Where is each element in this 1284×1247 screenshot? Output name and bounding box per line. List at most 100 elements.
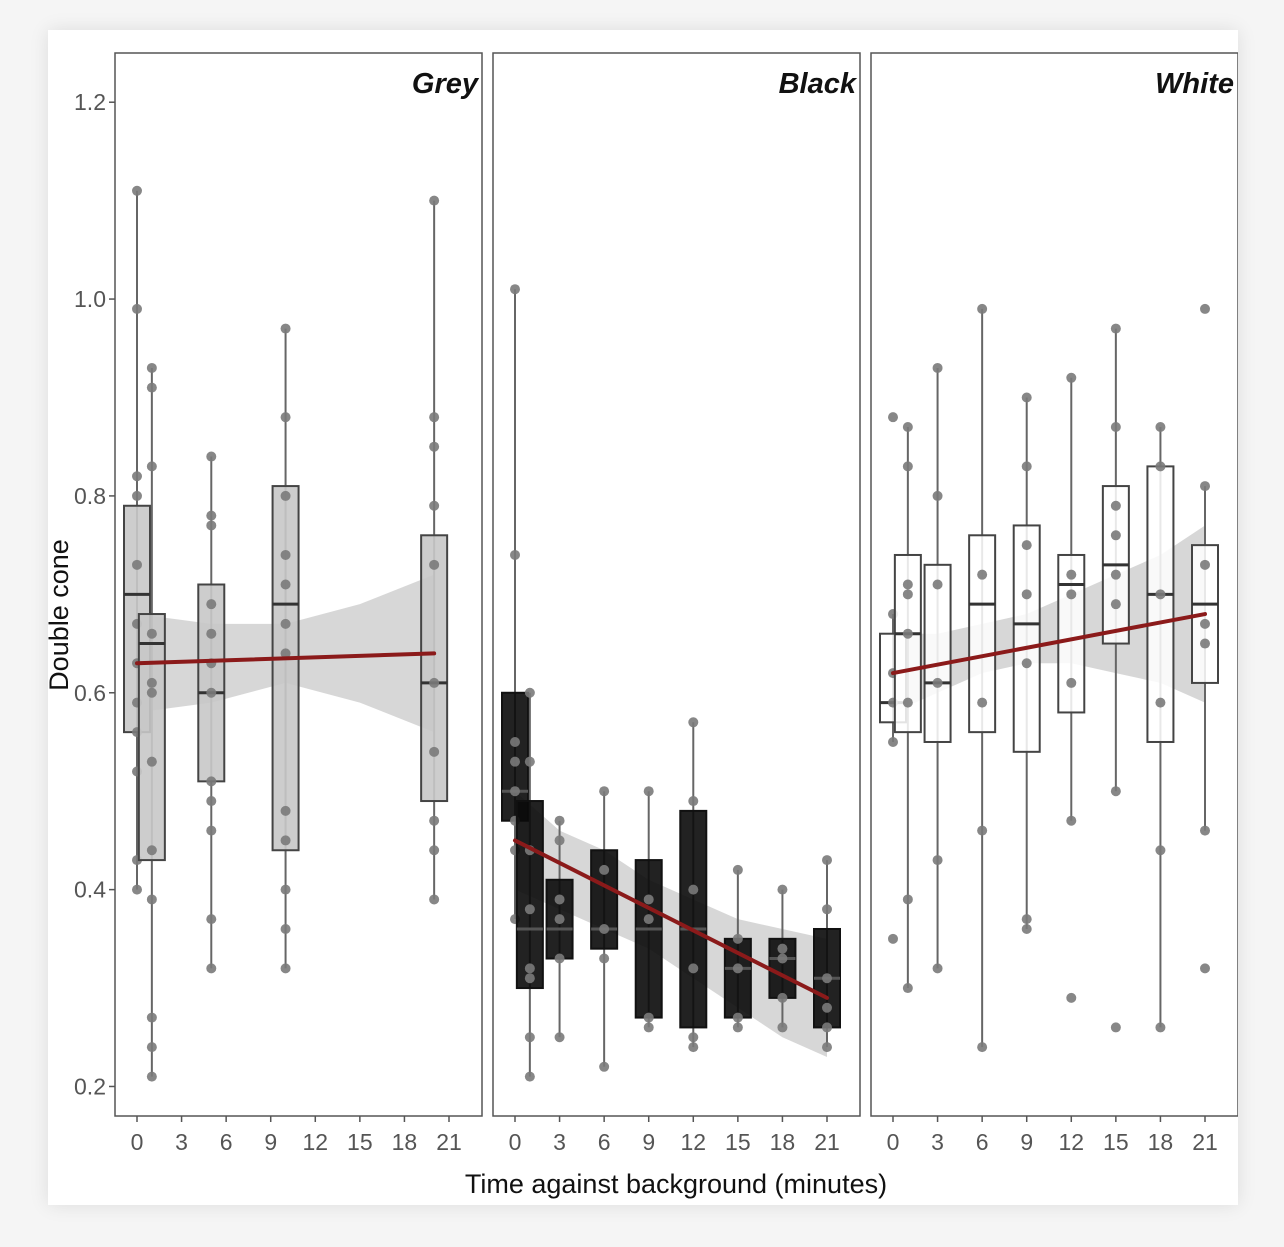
box-3 — [923, 362, 952, 974]
trend-line — [891, 612, 1207, 676]
data-point — [902, 589, 913, 600]
data-point — [732, 933, 743, 944]
x-axis-label: Time against background (minutes) — [465, 1169, 887, 1199]
data-point — [1110, 1022, 1121, 1033]
data-point — [932, 855, 943, 866]
data-point — [554, 914, 565, 925]
data-point — [280, 884, 291, 895]
data-point — [429, 500, 440, 511]
data-point — [932, 963, 943, 974]
data-point — [132, 471, 142, 482]
data-point — [280, 412, 291, 423]
panel-black: Black 0 3 6 9 12 15 18 21 — [492, 52, 861, 1155]
box-21 — [1191, 303, 1219, 974]
data-point — [280, 579, 291, 590]
data-point — [206, 825, 217, 836]
data-point — [1200, 618, 1210, 629]
data-point — [146, 461, 157, 472]
data-point — [643, 1012, 654, 1023]
data-point — [1110, 530, 1121, 541]
data-point — [1021, 923, 1032, 934]
data-point — [146, 677, 157, 688]
faceted-boxplot-chart: Grey 0 3 6 9 12 15 18 21 Black 0 3 6 9 12 15 18 21 White 0 3… — [48, 52, 1238, 1199]
box-15 — [1101, 323, 1130, 1033]
data-point — [280, 963, 291, 974]
x-tick-label: 21 — [436, 1129, 462, 1155]
data-point — [1066, 677, 1077, 688]
data-point — [429, 677, 440, 688]
data-point — [280, 648, 291, 659]
y-tick-label: 0.4 — [74, 877, 106, 903]
data-point — [524, 973, 535, 984]
data-point — [132, 303, 142, 314]
data-point — [977, 697, 988, 708]
data-point — [1200, 559, 1210, 570]
panel-frame — [492, 52, 861, 1117]
data-point — [732, 963, 743, 974]
x-tick-label: 18 — [392, 1129, 418, 1155]
box-body — [723, 937, 752, 1019]
data-point — [206, 796, 217, 807]
data-point — [146, 1042, 157, 1053]
panel-frame — [114, 52, 483, 1117]
data-point — [280, 490, 291, 501]
y-tick-label: 0.6 — [74, 680, 106, 706]
data-point — [554, 894, 565, 905]
data-point — [822, 855, 832, 866]
data-point — [1021, 589, 1032, 600]
data-point — [599, 864, 610, 875]
x-tick-label: 3 — [175, 1129, 188, 1155]
data-point — [1110, 422, 1121, 433]
x-tick-label: 6 — [220, 1129, 233, 1155]
data-point — [429, 746, 440, 757]
x-tick-label: 6 — [598, 1129, 611, 1155]
data-point — [429, 441, 440, 452]
data-point — [554, 815, 565, 826]
data-point — [132, 185, 142, 196]
panel-title: White — [1155, 68, 1234, 100]
data-point — [1200, 303, 1210, 314]
data-point — [206, 687, 217, 698]
box-body — [197, 583, 226, 783]
data-point — [146, 362, 157, 373]
y-tick-label: 1.0 — [74, 286, 106, 312]
x-tick-label: 15 — [725, 1129, 751, 1155]
data-point — [902, 628, 913, 639]
box-12 — [679, 717, 708, 1053]
panel-frame — [870, 52, 1238, 1117]
trend-line — [135, 651, 437, 666]
x-tick-label: 18 — [1148, 1129, 1174, 1155]
data-point — [599, 953, 610, 964]
data-point — [146, 756, 157, 767]
data-point — [510, 736, 520, 747]
box-1 — [137, 362, 166, 1082]
box-body — [634, 859, 663, 1019]
data-point — [1021, 914, 1032, 925]
data-point — [206, 776, 217, 787]
data-point — [902, 894, 913, 905]
box-1 — [515, 687, 544, 1082]
x-tick-label: 9 — [1020, 1129, 1033, 1155]
data-point — [280, 835, 291, 846]
data-point — [146, 1071, 157, 1082]
data-point — [1021, 540, 1032, 551]
data-point — [977, 569, 988, 580]
box-body — [137, 613, 166, 862]
data-point — [280, 618, 291, 629]
data-point — [146, 845, 157, 856]
box-9 — [1012, 392, 1041, 934]
data-point — [524, 1071, 535, 1082]
data-point — [146, 687, 157, 698]
box-18 — [1146, 422, 1175, 1033]
x-tick-label: 9 — [642, 1129, 655, 1155]
box-9 — [634, 786, 663, 1033]
x-tick-label: 21 — [814, 1129, 840, 1155]
box-body — [679, 809, 708, 1029]
box-body — [1146, 465, 1175, 743]
x-tick-label: 12 — [680, 1129, 706, 1155]
box-body — [1012, 524, 1041, 753]
data-point — [688, 717, 699, 728]
data-point — [1200, 963, 1210, 974]
x-tick-label: 0 — [509, 1129, 522, 1155]
data-point — [977, 303, 988, 314]
